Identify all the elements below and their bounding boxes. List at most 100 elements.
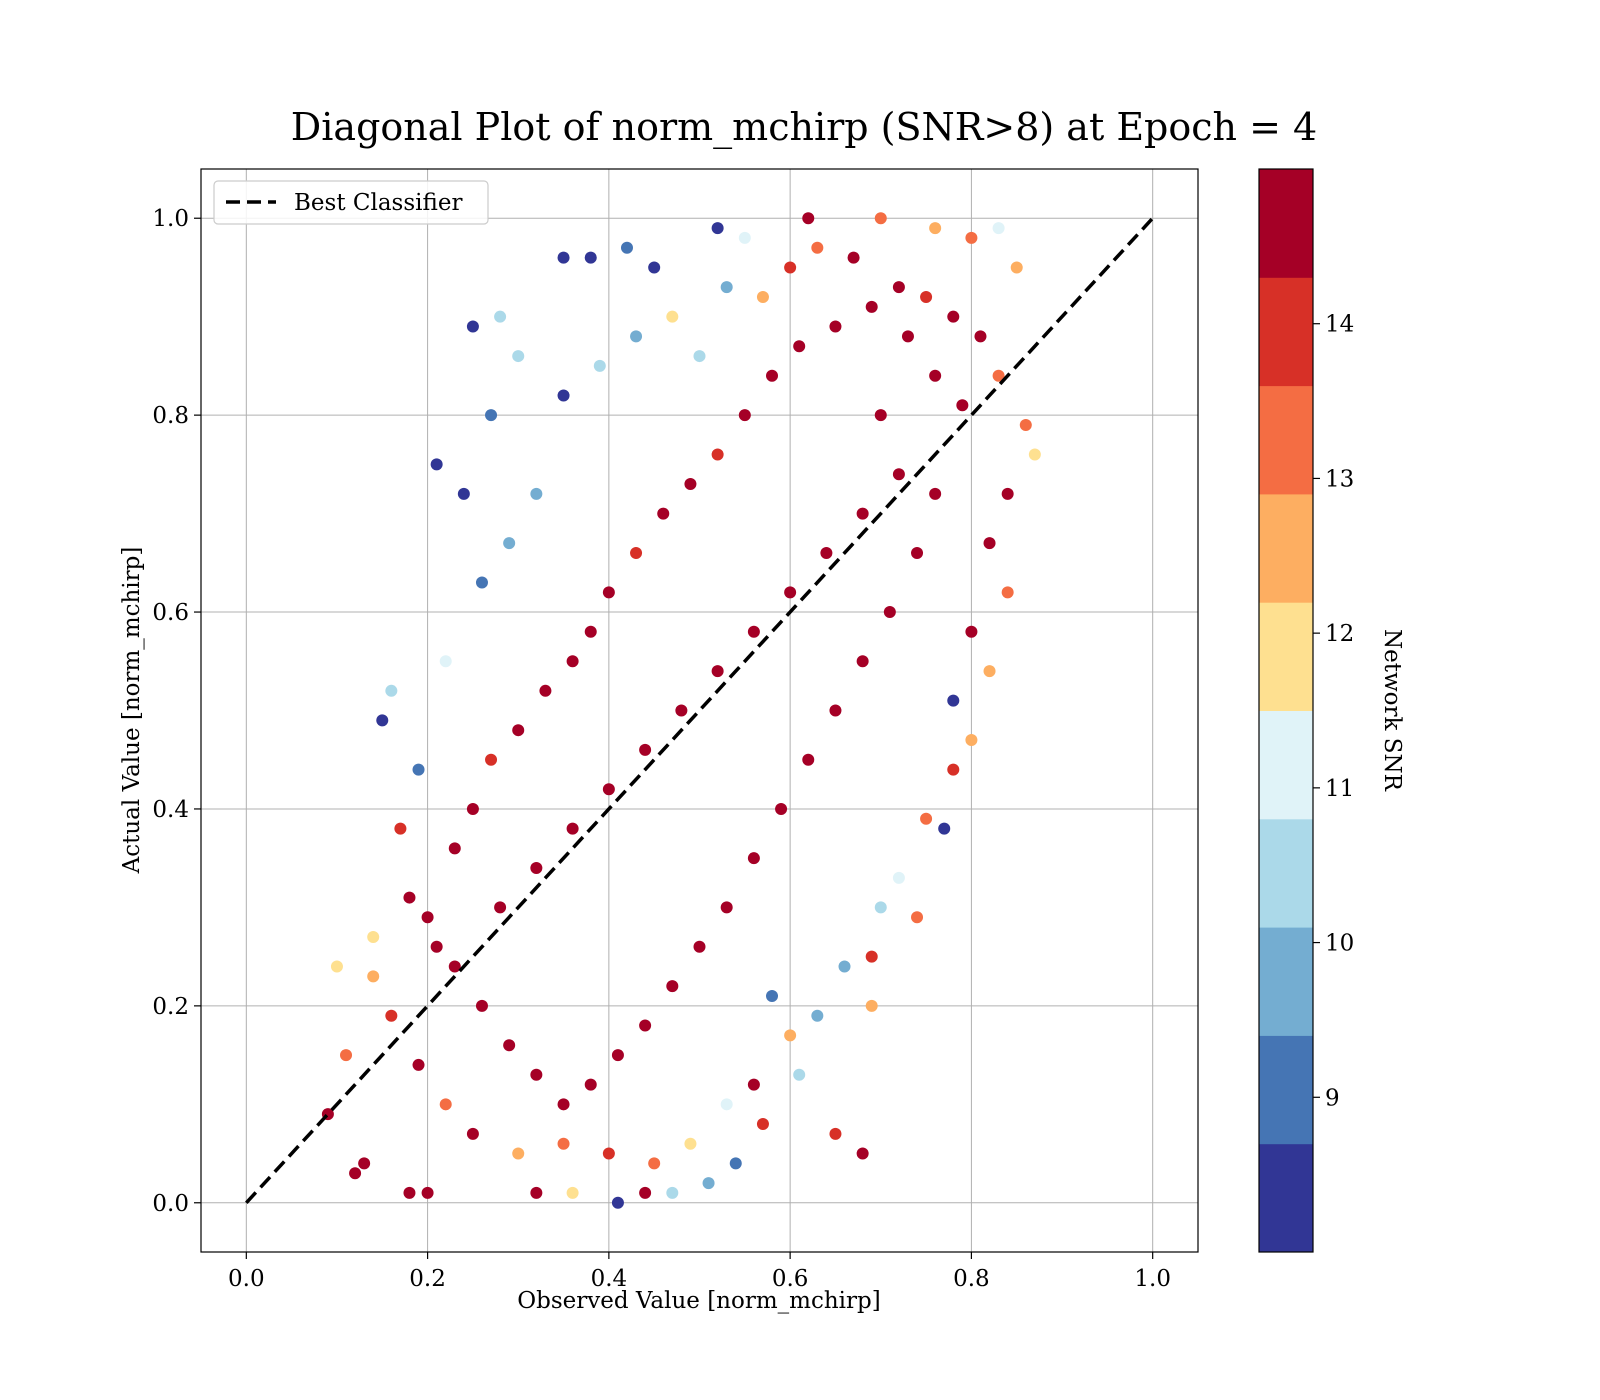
data-point	[811, 1009, 824, 1022]
x-tick-label: 0.8	[953, 1266, 990, 1292]
colorbar-band	[1259, 602, 1313, 711]
data-point	[503, 1039, 516, 1052]
data-point	[929, 487, 942, 500]
data-point	[1019, 418, 1032, 431]
data-point	[602, 1147, 615, 1160]
data-point	[421, 1186, 434, 1199]
colorbar-ticks: 9 10 11 12 13 14	[1313, 312, 1354, 1111]
colorbar-band	[1259, 927, 1313, 1036]
data-point	[856, 1147, 869, 1160]
data-point	[947, 763, 960, 776]
data-point	[666, 1186, 679, 1199]
data-point	[720, 1098, 733, 1111]
data-point	[557, 1098, 570, 1111]
data-point	[430, 940, 443, 953]
data-point	[584, 1078, 597, 1091]
data-point	[340, 1049, 353, 1062]
data-point	[693, 350, 706, 363]
best-classifier-line	[245, 217, 1154, 1204]
colorbar-band	[1259, 710, 1313, 820]
data-point	[494, 310, 507, 323]
data-point	[892, 871, 905, 884]
x-tick-label: 0.6	[772, 1266, 809, 1292]
data-point	[911, 546, 924, 559]
data-point	[466, 1127, 479, 1140]
data-point	[711, 665, 724, 678]
data-point	[711, 448, 724, 461]
data-point	[512, 350, 525, 363]
data-point	[956, 399, 969, 412]
legend-box	[213, 180, 489, 225]
data-point	[530, 1068, 543, 1081]
data-points	[321, 212, 1041, 1209]
data-point	[539, 684, 552, 697]
data-point	[711, 222, 724, 235]
data-point	[847, 251, 860, 264]
data-point	[584, 251, 597, 264]
plot-frame	[200, 168, 1199, 1253]
data-point	[775, 802, 788, 815]
colorbar-label: Network SNR	[1379, 629, 1405, 792]
data-point	[439, 655, 452, 668]
data-point	[829, 320, 842, 333]
data-point	[784, 261, 797, 274]
data-point	[874, 212, 887, 225]
data-point	[811, 241, 824, 254]
data-point	[439, 1098, 452, 1111]
data-point	[630, 546, 643, 559]
colorbar-band	[1259, 277, 1313, 387]
data-point	[856, 507, 869, 520]
y-tick-label: 0.6	[152, 600, 189, 626]
data-point	[992, 369, 1005, 382]
data-point	[992, 222, 1005, 235]
data-point	[385, 1009, 398, 1022]
data-point	[602, 783, 615, 796]
data-point	[330, 960, 343, 973]
data-point	[512, 724, 525, 737]
x-tick-label: 0.2	[409, 1266, 446, 1292]
data-point	[512, 1147, 525, 1160]
y-tick-label: 0.8	[152, 403, 189, 429]
data-point	[657, 507, 670, 520]
data-point	[802, 212, 815, 225]
data-point	[385, 684, 398, 697]
data-point	[485, 409, 498, 422]
data-point	[829, 704, 842, 717]
data-point	[856, 655, 869, 668]
data-point	[367, 930, 380, 943]
data-point	[358, 1157, 371, 1170]
data-point	[766, 990, 779, 1003]
y-axis-label: Actual Value [norm_mchirp]	[119, 547, 145, 875]
data-point	[892, 468, 905, 481]
data-point	[883, 606, 896, 619]
data-point	[530, 1186, 543, 1199]
data-point	[630, 330, 643, 343]
data-point	[394, 822, 407, 835]
data-point	[602, 586, 615, 599]
data-point	[747, 852, 760, 865]
data-point	[557, 251, 570, 264]
data-point	[693, 940, 706, 953]
data-point	[911, 911, 924, 924]
data-point	[503, 537, 516, 550]
plot-area: 0.0 0.2 0.4 0.6 0.8 1.0 0.0 0.2 0.4 0.6 0.8 1.0 Be…	[152, 168, 1199, 1292]
data-point	[475, 999, 488, 1012]
data-point	[675, 704, 688, 717]
data-point	[729, 1157, 742, 1170]
data-point	[929, 369, 942, 382]
chart-title: Diagonal Plot of norm_mchirp (SNR>8) at …	[291, 105, 1317, 150]
data-point	[1001, 586, 1014, 599]
x-tick-label: 0.0	[228, 1266, 265, 1292]
data-point	[784, 586, 797, 599]
data-point	[920, 812, 933, 825]
data-point	[648, 1157, 661, 1170]
y-tick-label: 1.0	[152, 206, 189, 232]
data-point	[448, 842, 461, 855]
data-point	[793, 340, 806, 353]
colorbar-tick-label: 9	[1325, 1085, 1340, 1111]
data-point	[349, 1167, 362, 1180]
colorbar-tick-label: 13	[1325, 466, 1354, 492]
data-point	[901, 330, 914, 343]
data-point	[593, 359, 606, 372]
